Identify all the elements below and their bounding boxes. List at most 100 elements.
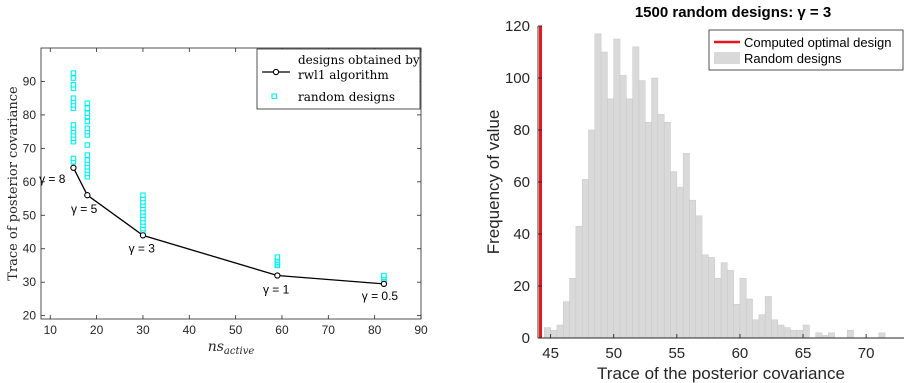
random-design-point [84, 110, 91, 116]
histogram-bar [783, 327, 791, 339]
histogram-bar [796, 329, 804, 339]
random-design-point [70, 70, 77, 76]
histogram-bar [682, 153, 690, 339]
gamma-annotation: γ = 0.5 [362, 289, 399, 303]
histogram-bar [745, 298, 753, 339]
right-legend-box [708, 29, 904, 71]
histogram-bar [613, 38, 621, 339]
histogram-bar [670, 171, 678, 339]
right-x-axis-label: Trace of the posterior covariance [597, 364, 845, 383]
right-y-axis-label: Frequency of value [484, 110, 503, 255]
histogram-bar [878, 332, 886, 339]
histogram-bar [638, 80, 646, 339]
random-design-point [70, 95, 77, 101]
gamma-annotation: γ = 5 [71, 202, 98, 216]
left-x-tick-label: 70 [322, 323, 336, 337]
gamma-annotations: γ = 8 γ = 5 γ = 3 γ = 1 γ = 0.5 [39, 172, 398, 303]
left-y-tick-label: 30 [23, 275, 37, 289]
legend-random-marker-icon [271, 93, 277, 99]
right-x-tick-label: 70 [858, 345, 875, 362]
histogram-bar [645, 121, 652, 339]
random-design-point [70, 75, 77, 81]
rwl1-point [84, 192, 91, 199]
histogram-bar [714, 277, 722, 339]
left-x-tick-label: 30 [136, 323, 150, 337]
rwl1-point [70, 164, 77, 171]
gamma-annotation: γ = 1 [263, 283, 290, 297]
right-y-tick-label: 20 [513, 278, 530, 295]
histogram-bar [790, 329, 797, 339]
histogram-bar [657, 114, 665, 339]
random-design-point [70, 122, 77, 128]
right-y-tick-label: 100 [505, 70, 530, 87]
right-x-tick-label: 60 [732, 345, 749, 362]
histogram-bar [594, 33, 602, 339]
histogram-bar [815, 332, 823, 339]
legend-optimal-label: Computed optimal design [744, 35, 891, 50]
left-x-tick-label: 10 [44, 323, 58, 337]
left-x-axis-label: nsactive [208, 339, 255, 357]
right-chart-title: 1500 random designs: γ = 3 [635, 4, 831, 21]
histogram-bar [701, 254, 709, 339]
histogram-bar [758, 314, 766, 339]
right-y-tick-label: 120 [505, 18, 530, 35]
legend-random-patch-icon [714, 52, 740, 64]
right-y-tick-label: 80 [513, 122, 530, 139]
left-y-ticks: 20 30 40 50 60 70 80 90 [23, 74, 421, 323]
histogram-bar [600, 51, 608, 339]
rwl1-point [274, 272, 281, 279]
histogram-bar [588, 129, 596, 339]
histogram-bar [739, 277, 747, 339]
left-x-tick-label: 50 [229, 323, 243, 337]
histogram-bar [663, 121, 671, 339]
left-x-tick-label: 90 [414, 323, 428, 337]
left-y-axis-label: Trace of posterior covariance [6, 86, 21, 281]
left-y-tick-label: 20 [23, 309, 37, 323]
histogram-bar [619, 75, 627, 339]
histogram-bar [562, 301, 570, 339]
histogram-bar [575, 225, 583, 339]
left-x-ticks: 10 20 30 40 50 60 70 80 90 [44, 48, 428, 337]
histogram-bar [752, 319, 760, 339]
legend-random-label: random designs [298, 90, 395, 104]
histogram-bar [626, 98, 633, 339]
random-design-point [84, 118, 91, 125]
histogram-bar [581, 179, 589, 339]
histogram-bar [676, 186, 684, 339]
random-design-point [70, 82, 77, 88]
left-legend-box [256, 48, 421, 110]
left-y-tick-label: 50 [23, 208, 37, 222]
left-y-tick-label: 80 [23, 108, 37, 122]
histogram-bar [569, 277, 577, 339]
right-legend: Computed optimal design Random designs [708, 29, 904, 71]
left-x-tick-label: 60 [275, 323, 289, 337]
histogram-bar [828, 332, 835, 339]
right-histogram-chart: 45 50 55 60 65 70 0 20 40 60 80 100 120 1500 random… [484, 4, 904, 383]
left-x-tick-label: 20 [90, 323, 104, 337]
left-x-axis-label-subscript: active [224, 346, 254, 357]
legend-rwl1-label-line1: designs obtained by [298, 53, 420, 67]
rwl1-designs-series [70, 164, 388, 288]
left-x-axis-label-main: ns [208, 339, 224, 355]
left-scatter-chart: 10 20 30 40 50 60 70 80 90 20 30 40 50 60 70 80 90 γ = … [6, 47, 428, 357]
right-y-tick-label: 0 [522, 330, 530, 347]
random-design-point [84, 125, 91, 132]
left-legend: designs obtained by rwl1 algorithm rando… [256, 48, 421, 110]
rwl1-point [380, 280, 388, 288]
right-y-tick-label: 60 [513, 174, 530, 191]
legend-random-designs-label: Random designs [744, 51, 842, 66]
left-plot-frame [40, 47, 422, 320]
histogram-bar [607, 98, 614, 339]
right-y-ticks: 0 20 40 60 80 100 120 [505, 18, 542, 347]
histogram-bar [727, 270, 734, 339]
right-x-ticks: 45 50 55 60 65 70 [542, 334, 874, 362]
random-design-point [84, 142, 91, 148]
random-design-point [84, 157, 91, 163]
histogram-bar [720, 262, 728, 339]
rwl1-line [72, 167, 384, 285]
histogram-bar [764, 296, 772, 339]
right-x-tick-label: 65 [795, 345, 812, 362]
random-design-point [84, 152, 91, 158]
left-x-tick-label: 80 [368, 323, 382, 337]
legend-rwl1-label-line2: rwl1 algorithm [298, 68, 389, 82]
